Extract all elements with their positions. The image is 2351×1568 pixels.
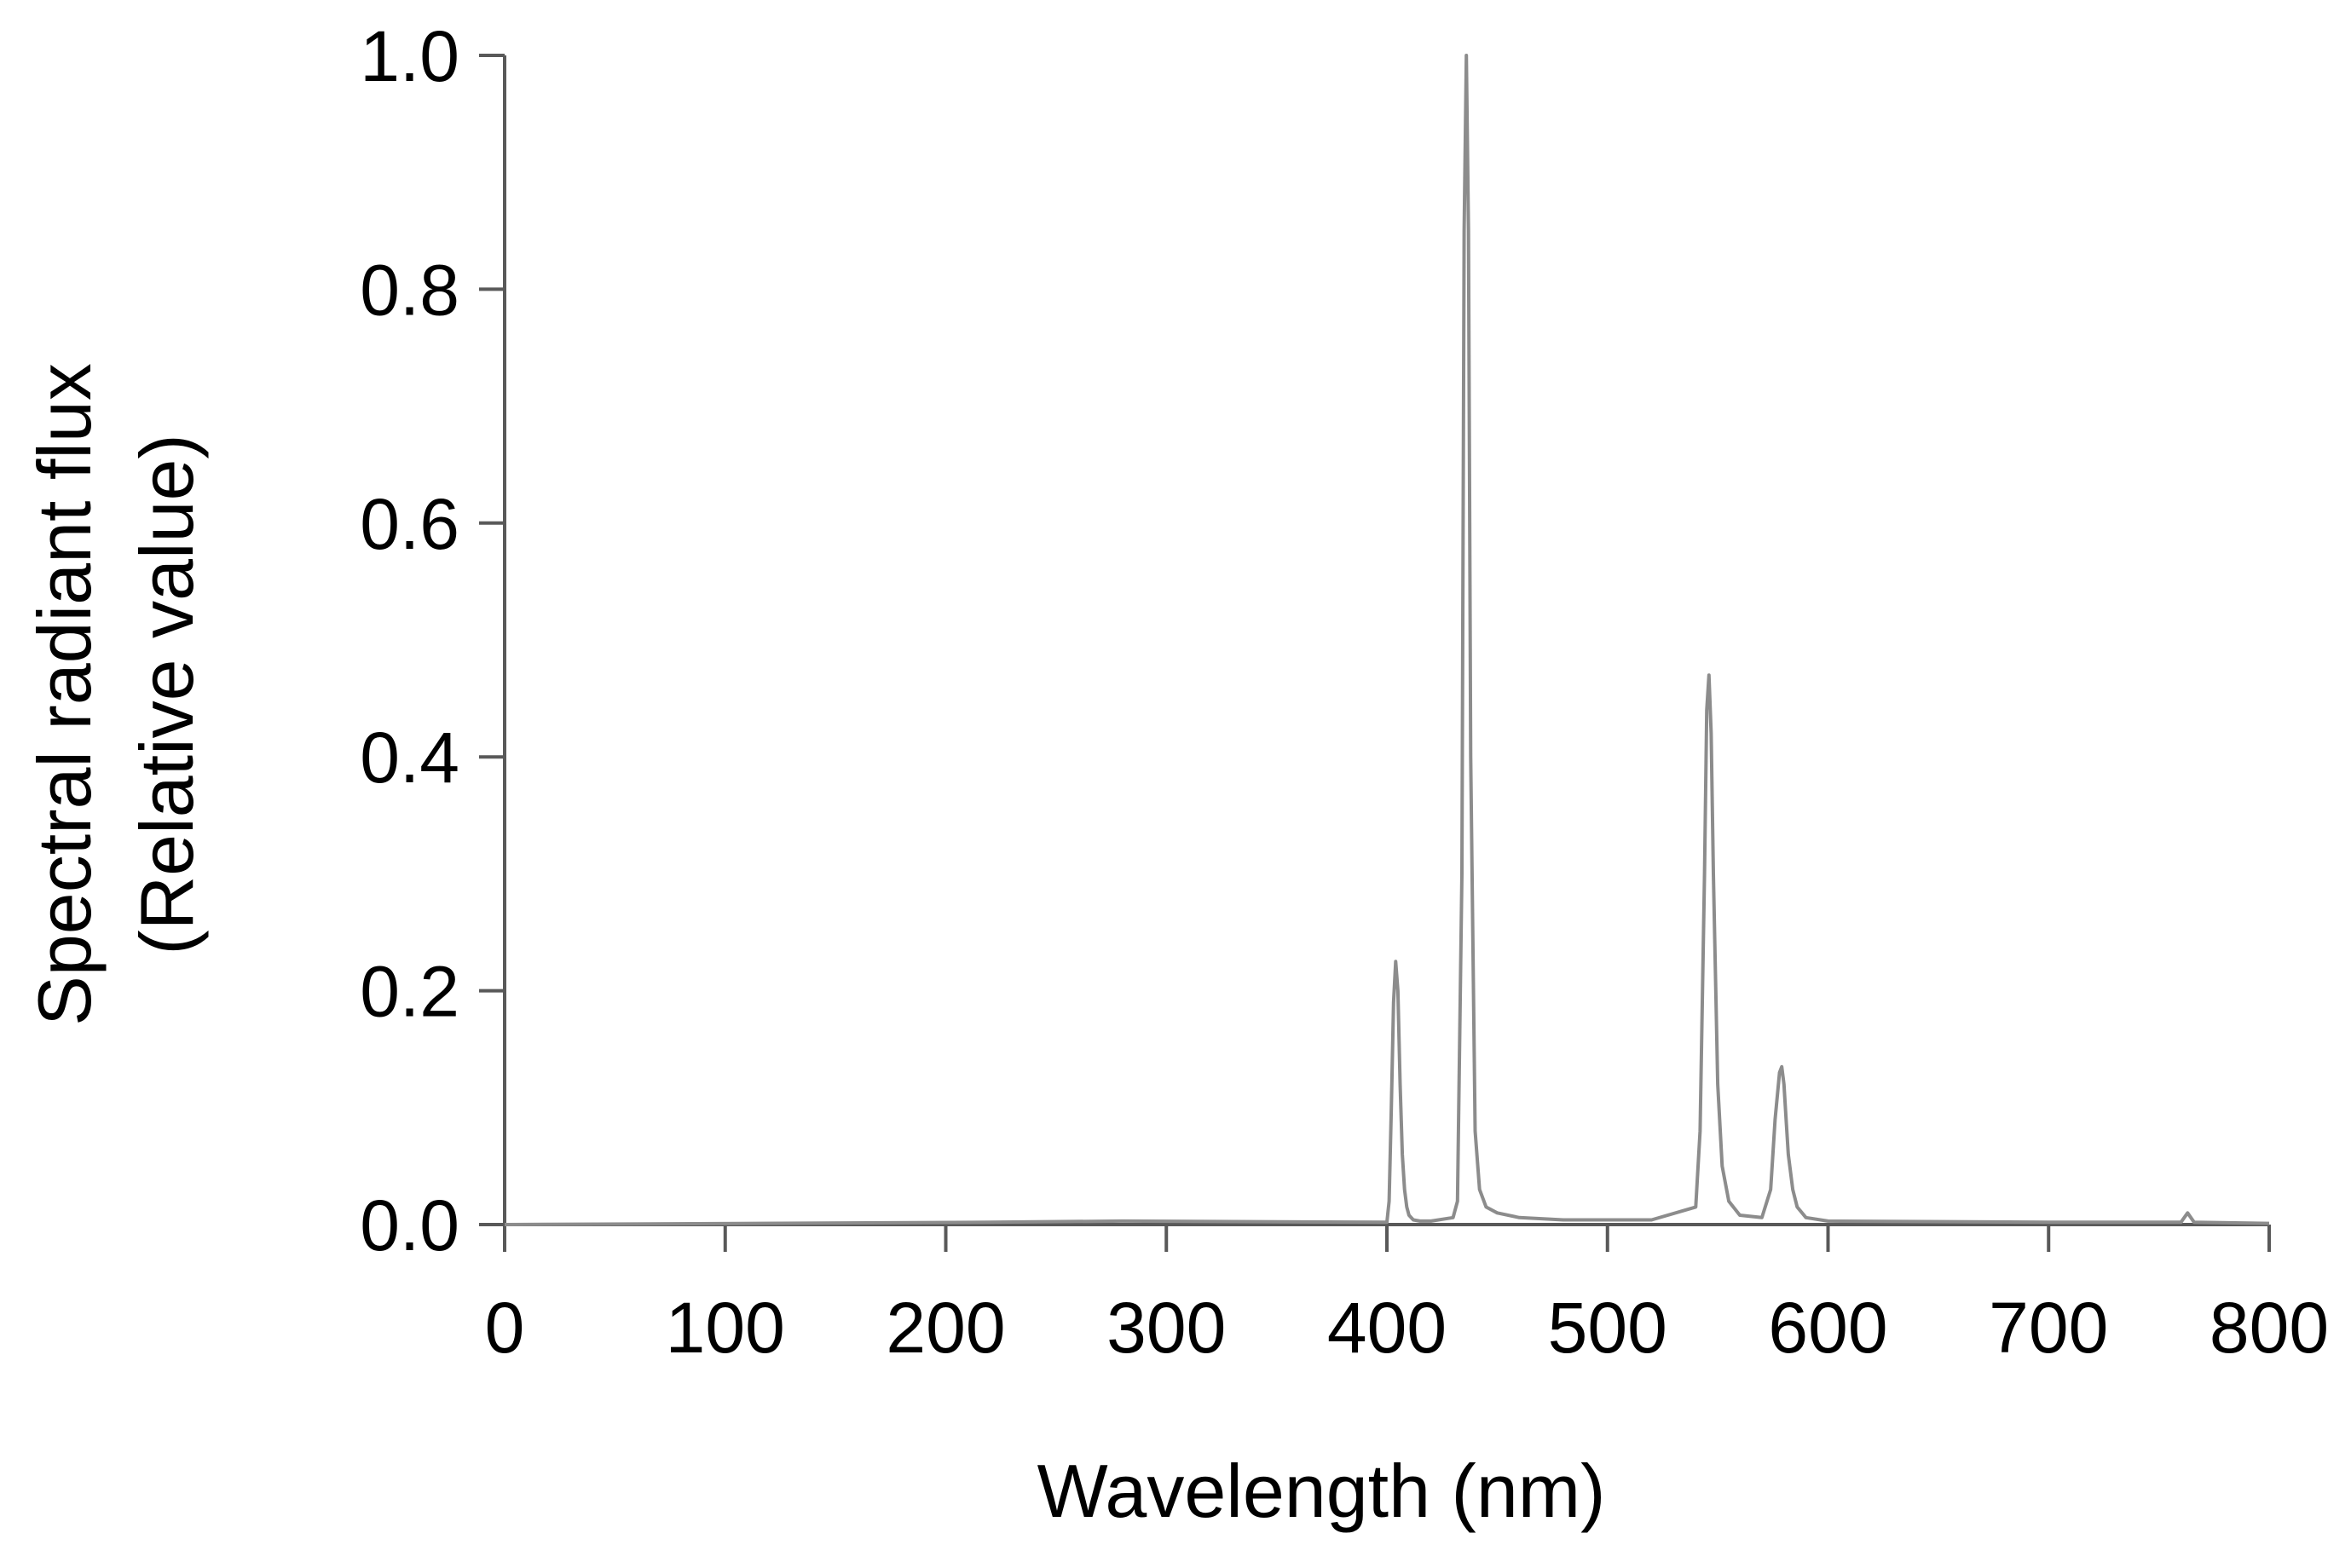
x-tick-label: 600 bbox=[1768, 1288, 1887, 1368]
x-axis-title: Wavelength (nm) bbox=[1037, 1449, 1606, 1533]
y-axis-title-line-1: Spectral radiant flux bbox=[22, 363, 107, 1026]
y-tick-label: 1.0 bbox=[360, 16, 459, 96]
y-tick-label: 0.6 bbox=[360, 484, 459, 564]
y-tick-label: 0.2 bbox=[360, 952, 459, 1032]
y-tick-label: 0.4 bbox=[360, 718, 459, 798]
ticks: 0 100 200 300 400 500 600 700 800 0.0 0.2 0.4 0.6 0.8… bbox=[360, 16, 2329, 1368]
x-tick-label: 100 bbox=[666, 1288, 785, 1368]
y-axis-title: Spectral radiant flux (Relative value) bbox=[22, 363, 209, 1026]
y-axis-title-line-2: (Relative value) bbox=[124, 434, 209, 954]
x-tick-label: 200 bbox=[886, 1288, 1005, 1368]
plot-area bbox=[504, 54, 2270, 1226]
x-tick-label: 500 bbox=[1548, 1288, 1667, 1368]
y-tick-label: 0.8 bbox=[360, 250, 459, 330]
x-tick-label: 300 bbox=[1106, 1288, 1226, 1368]
x-tick-label: 400 bbox=[1327, 1288, 1447, 1368]
y-tick-label: 0.0 bbox=[360, 1185, 459, 1265]
series-line bbox=[504, 54, 2270, 1226]
x-tick-label: 800 bbox=[2209, 1288, 2329, 1368]
x-tick-label: 700 bbox=[1989, 1288, 2108, 1368]
x-tick-label: 0 bbox=[485, 1288, 525, 1368]
axes bbox=[479, 55, 2269, 1226]
